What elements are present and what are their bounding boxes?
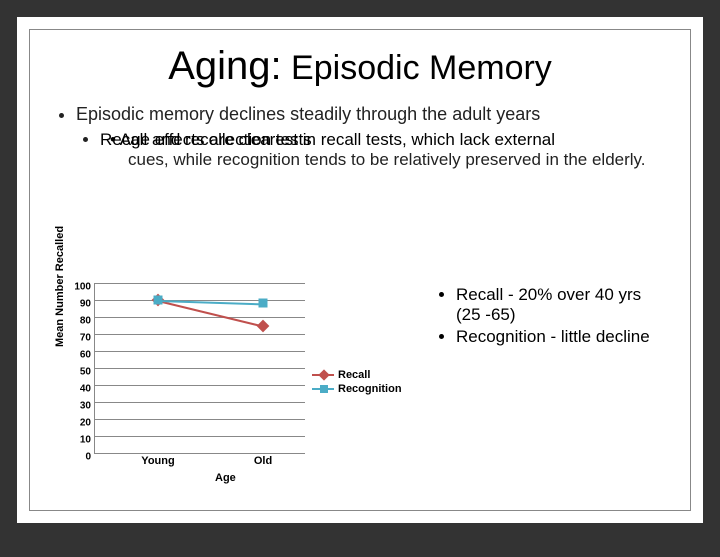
chart-ytick: 60: [67, 350, 91, 361]
chart-gridline: [95, 402, 305, 403]
note-recognition: Recognition - little decline: [456, 327, 660, 347]
title-prefix: Aging:: [168, 44, 281, 88]
chart-gridline: [95, 317, 305, 318]
chart-ytick: 0: [67, 452, 91, 463]
chart-ytick: 70: [67, 333, 91, 344]
chart-marker-recognition: [154, 296, 163, 305]
bullet-1: Episodic memory declines steadily throug…: [76, 103, 668, 126]
chart-ytick: 20: [67, 418, 91, 429]
note-recall: Recall - 20% over 40 yrs (25 -65): [456, 285, 660, 325]
chart-gridline: [95, 368, 305, 369]
chart-marker-recognition: [259, 299, 268, 308]
chart-gridline: [95, 436, 305, 437]
chart-marker-recall: [257, 319, 270, 332]
chart-ytick: 30: [67, 401, 91, 412]
chart-ytick: 50: [67, 367, 91, 378]
legend-row-recognition: Recognition: [312, 383, 402, 395]
chart-ylabel: Mean Number Recalled: [54, 226, 66, 347]
content: Episodic memory declines steadily throug…: [30, 103, 690, 170]
chart-xtick: Old: [254, 455, 272, 467]
legend-marker: [318, 369, 329, 380]
chart-ytick: 10: [67, 435, 91, 446]
legend-label: Recognition: [338, 383, 402, 395]
bullet-2-cont: cues, while recognition tends to be rela…: [100, 150, 668, 170]
lower-region: Recall - 20% over 40 yrs (25 -65) Recogn…: [60, 279, 660, 484]
chart-ytick: 100: [67, 282, 91, 293]
legend-swatch: [312, 388, 334, 390]
slide-frame: Aging: Episodic Memory Episodic memory d…: [29, 29, 691, 511]
legend-row-recall: Recall: [312, 369, 402, 381]
chart-ytick: 40: [67, 384, 91, 395]
chart-ytick: 80: [67, 316, 91, 327]
chart-legend: Recall Recognition: [312, 369, 402, 397]
chart-plot: 0102030405060708090100YoungOld: [94, 283, 305, 454]
legend-swatch: [312, 374, 334, 376]
chart: Mean Number Recalled Age 010203040506070…: [60, 279, 420, 484]
chart-gridline: [95, 419, 305, 420]
notes: Recall - 20% over 40 yrs (25 -65) Recogn…: [438, 285, 660, 349]
chart-gridline: [95, 385, 305, 386]
chart-ytick: 90: [67, 299, 91, 310]
bullet-2-text-b: • Age effects are clearest in recall tes…: [100, 130, 555, 149]
chart-gridline: [95, 283, 305, 284]
slide: Aging: Episodic Memory Episodic memory d…: [17, 17, 703, 523]
title-rest: Episodic Memory: [282, 49, 552, 87]
legend-marker: [320, 385, 328, 393]
slide-title: Aging: Episodic Memory: [30, 30, 690, 89]
legend-label: Recall: [338, 369, 370, 381]
chart-xtick: Young: [141, 455, 174, 467]
chart-gridline: [95, 334, 305, 335]
chart-gridline: [95, 351, 305, 352]
bullet-2: Recall and recollection tests • Age effe…: [100, 130, 668, 170]
chart-xlabel: Age: [215, 472, 236, 484]
